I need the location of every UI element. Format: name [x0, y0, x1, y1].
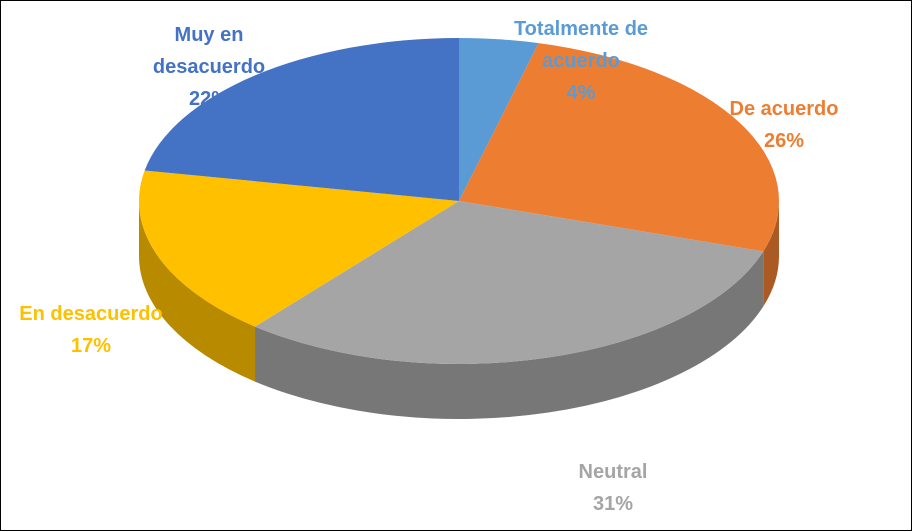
category-label: Totalmente de acuerdo: [513, 18, 649, 72]
data-label: De acuerdo 26%: [694, 93, 874, 157]
slice: [459, 43, 779, 252]
slice: [144, 38, 459, 201]
data-label: En desacuerdo 17%: [1, 298, 181, 362]
category-label: Neutral: [578, 461, 648, 483]
slice: [459, 38, 539, 201]
data-label: Totalmente de acuerdo 4%: [486, 13, 676, 109]
value-label: 22%: [188, 88, 230, 110]
slice-side: [763, 201, 779, 307]
value-label: 17%: [70, 335, 112, 357]
slice-side: [255, 251, 764, 420]
value-label: 31%: [592, 493, 634, 515]
category-label: De acuerdo: [729, 98, 839, 120]
data-label: Muy en desacuerdo 22%: [139, 19, 279, 115]
slice: [255, 201, 764, 364]
category-label: Muy en desacuerdo: [152, 24, 266, 78]
slice-side: [139, 201, 256, 382]
data-label: Neutral 31%: [533, 456, 693, 520]
slice: [138, 170, 459, 327]
value-label: 26%: [763, 130, 805, 152]
category-label: En desacuerdo: [19, 303, 163, 325]
value-label: 4%: [566, 82, 596, 104]
